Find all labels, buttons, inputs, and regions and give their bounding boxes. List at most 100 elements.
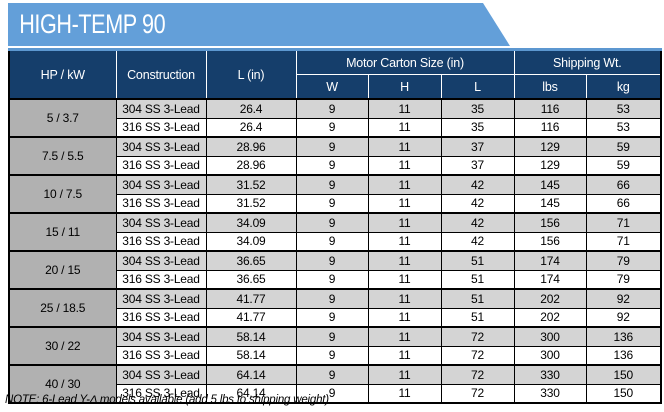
cell-l-in: 41.77 [205, 307, 297, 328]
cell-l-in: 64.14 [205, 364, 297, 385]
cell-construction: 304 SS 3-Lead [115, 98, 207, 119]
cell-h: 11 [367, 136, 442, 157]
cell-l: 51 [440, 288, 515, 309]
col-header-l: L [440, 74, 515, 100]
cell-construction: 304 SS 3-Lead [115, 212, 207, 233]
cell-construction: 316 SS 3-Lead [115, 307, 207, 328]
cell-l-in: 36.65 [205, 250, 297, 271]
table-row: 20 / 15 304 SS 3-Lead 36.65 9 11 51 174 79 [8, 250, 662, 290]
table-row: 316 SS 3-Lead 58.14 9 11 72 300 136 [9, 345, 662, 366]
col-header-h: H [367, 74, 442, 100]
cell-lbs: 129 [513, 136, 587, 157]
cell-h: 11 [367, 364, 442, 385]
cell-kg: 136 [585, 345, 662, 366]
cell-lbs: 156 [513, 212, 587, 233]
cell-h: 11 [367, 345, 442, 366]
table-body: 5 / 3.7 304 SS 3-Lead 26.4 9 11 35 116 53 316 SS… [8, 98, 662, 404]
table-row: 30 / 22 304 SS 3-Lead 58.14 9 11 72 300 136 [8, 326, 662, 366]
cell-l-in: 34.09 [205, 231, 297, 252]
cell-kg: 150 [585, 383, 662, 404]
cell-construction: 316 SS 3-Lead [115, 345, 207, 366]
cell-h: 11 [367, 155, 442, 176]
cell-lbs: 156 [513, 231, 587, 252]
cell-lbs: 330 [513, 364, 587, 385]
cell-l-in: 31.52 [205, 193, 297, 214]
cell-h: 11 [367, 269, 442, 290]
cell-h: 11 [367, 193, 442, 214]
cell-kg: 53 [585, 98, 662, 119]
cell-lbs: 330 [513, 383, 587, 404]
cell-lbs: 174 [513, 250, 587, 271]
cell-l-in: 31.52 [205, 174, 297, 195]
cell-l-in: 64.14 [205, 383, 297, 404]
cell-lbs: 116 [513, 98, 587, 119]
cell-kg: 66 [585, 193, 662, 214]
cell-l-in: 28.96 [205, 155, 297, 176]
col-header-hp-kw: HP / kW [8, 49, 117, 100]
cell-kg: 150 [585, 364, 662, 385]
cell-l: 42 [440, 231, 515, 252]
cell-kg: 136 [585, 326, 662, 347]
col-header-kg: kg [585, 74, 662, 100]
cell-kg: 53 [585, 117, 662, 138]
cell-kg: 71 [585, 231, 662, 252]
table-row: 15 / 11 304 SS 3-Lead 34.09 9 11 42 156 71 [8, 212, 662, 252]
cell-h: 11 [367, 288, 442, 309]
spec-table: HP / kW Construction L (in) Motor Carton… [8, 48, 662, 404]
cell-h: 11 [367, 383, 442, 404]
cell-h: 11 [367, 98, 442, 119]
cell-h: 11 [367, 174, 442, 195]
cell-hp-kw: 15 / 11 [8, 212, 117, 252]
cell-w: 9 [295, 117, 369, 138]
table-row: 25 / 18.5 304 SS 3-Lead 41.77 9 11 51 202 92 [8, 288, 662, 328]
cell-construction: 304 SS 3-Lead [115, 250, 207, 271]
cell-w: 9 [295, 212, 369, 233]
cell-lbs: 145 [513, 193, 587, 214]
footnote: NOTE: 6-Lead Y-Δ models available (add 5… [5, 394, 329, 406]
col-group-shipping-wt: Shipping Wt. [513, 49, 662, 75]
cell-construction: 316 SS 3-Lead [115, 193, 207, 214]
cell-lbs: 129 [513, 155, 587, 176]
cell-w: 9 [295, 269, 369, 290]
cell-l-in: 58.14 [205, 345, 297, 366]
cell-l: 72 [440, 326, 515, 347]
table-row: 316 SS 3-Lead 28.96 9 11 37 129 59 [9, 155, 662, 176]
cell-hp-kw: 5 / 3.7 [8, 98, 117, 138]
cell-kg: 66 [585, 174, 662, 195]
cell-l-in: 26.4 [205, 117, 297, 138]
cell-w: 9 [295, 193, 369, 214]
cell-construction: 316 SS 3-Lead [115, 269, 207, 290]
cell-h: 11 [367, 250, 442, 271]
cell-l: 51 [440, 307, 515, 328]
cell-w: 9 [295, 250, 369, 271]
col-header-construction: Construction [115, 49, 207, 100]
cell-h: 11 [367, 212, 442, 233]
cell-construction: 304 SS 3-Lead [115, 288, 207, 309]
cell-l: 37 [440, 155, 515, 176]
table-row: 316 SS 3-Lead 26.4 9 11 35 116 53 [9, 117, 662, 138]
cell-l-in: 41.77 [205, 288, 297, 309]
cell-l: 42 [440, 193, 515, 214]
cell-lbs: 202 [513, 307, 587, 328]
cell-lbs: 300 [513, 345, 587, 366]
cell-lbs: 300 [513, 326, 587, 347]
cell-construction: 316 SS 3-Lead [115, 117, 207, 138]
cell-construction: 304 SS 3-Lead [115, 364, 207, 385]
cell-w: 9 [295, 307, 369, 328]
cell-w: 9 [295, 155, 369, 176]
col-header-w: W [295, 74, 369, 100]
cell-lbs: 174 [513, 269, 587, 290]
cell-w: 9 [295, 136, 369, 157]
cell-hp-kw: 7.5 / 5.5 [8, 136, 117, 176]
table-row: 7.5 / 5.5 304 SS 3-Lead 28.96 9 11 37 129 59 [8, 136, 662, 176]
cell-kg: 79 [585, 269, 662, 290]
cell-l: 42 [440, 212, 515, 233]
table-row: 316 SS 3-Lead 64.14 9 11 72 330 150 [9, 383, 662, 404]
cell-l: 72 [440, 364, 515, 385]
cell-l: 35 [440, 98, 515, 119]
cell-w: 9 [295, 174, 369, 195]
col-group-motor-carton-size: Motor Carton Size (in) [295, 49, 515, 75]
cell-l-in: 34.09 [205, 212, 297, 233]
cell-kg: 59 [585, 155, 662, 176]
cell-w: 9 [295, 383, 369, 404]
